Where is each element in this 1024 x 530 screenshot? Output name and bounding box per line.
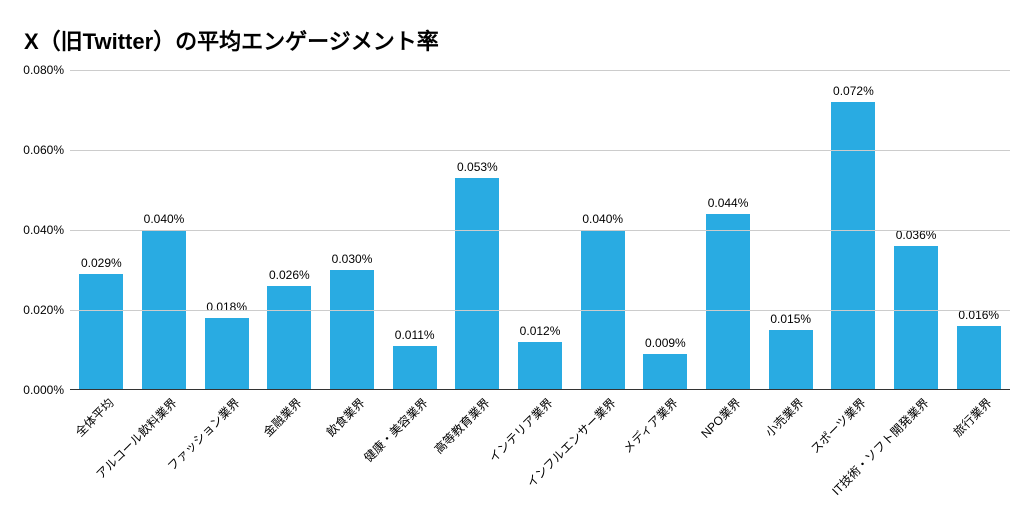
x-axis-baseline [70,389,1010,390]
x-category-label: 旅行業界 [949,394,995,440]
bar [518,342,562,390]
bar-value-label: 0.012% [520,324,561,338]
bar-value-label: 0.072% [833,84,874,98]
bar-value-label: 0.011% [395,328,435,342]
bar [894,246,938,390]
x-category-label: 小売業界 [761,394,807,440]
y-gridline [70,150,1010,151]
x-category-label: 高等教育業界 [431,394,494,457]
chart-title: X（旧Twitter）の平均エンゲージメント率 [24,24,439,56]
bar-value-label: 0.029% [81,256,122,270]
bar [330,270,374,390]
bar-value-label: 0.015% [770,312,811,326]
y-tick-label: 0.040% [23,223,70,237]
x-category-label: 全体平均 [72,394,118,440]
x-category-label: 金融業界 [260,394,306,440]
bar [205,318,249,390]
y-tick-label: 0.020% [23,303,70,317]
y-tick-label: 0.000% [23,383,70,397]
bar [769,330,813,390]
bar [957,326,1001,390]
x-category-label: 飲食業界 [322,394,368,440]
bar-value-label: 0.026% [269,268,310,282]
bar [455,178,499,390]
bar-value-label: 0.018% [206,300,247,314]
bar-value-label: 0.040% [144,212,185,226]
y-tick-label: 0.060% [23,143,70,157]
bar-value-label: 0.044% [708,196,749,210]
bar [267,286,311,390]
y-tick-label: 0.080% [23,63,70,77]
bar-value-label: 0.053% [457,160,498,174]
plot-area: 0.029%全体平均0.040%アルコール飲料業界0.018%ファッション業界0… [70,70,1010,390]
bar-value-label: 0.040% [582,212,623,226]
x-category-label: メディア業界 [619,394,681,456]
bar [706,214,750,390]
bar-value-label: 0.030% [332,252,373,266]
bar [831,102,875,390]
y-gridline [70,310,1010,311]
bar [643,354,687,390]
y-gridline [70,70,1010,71]
bar [79,274,123,390]
bar [393,346,437,390]
x-category-label: NPO業界 [697,394,744,441]
y-gridline [70,230,1010,231]
bar-value-label: 0.009% [645,336,686,350]
x-category-label: スポーツ業界 [807,394,870,457]
x-category-label: 健康・美容業界 [360,394,431,465]
